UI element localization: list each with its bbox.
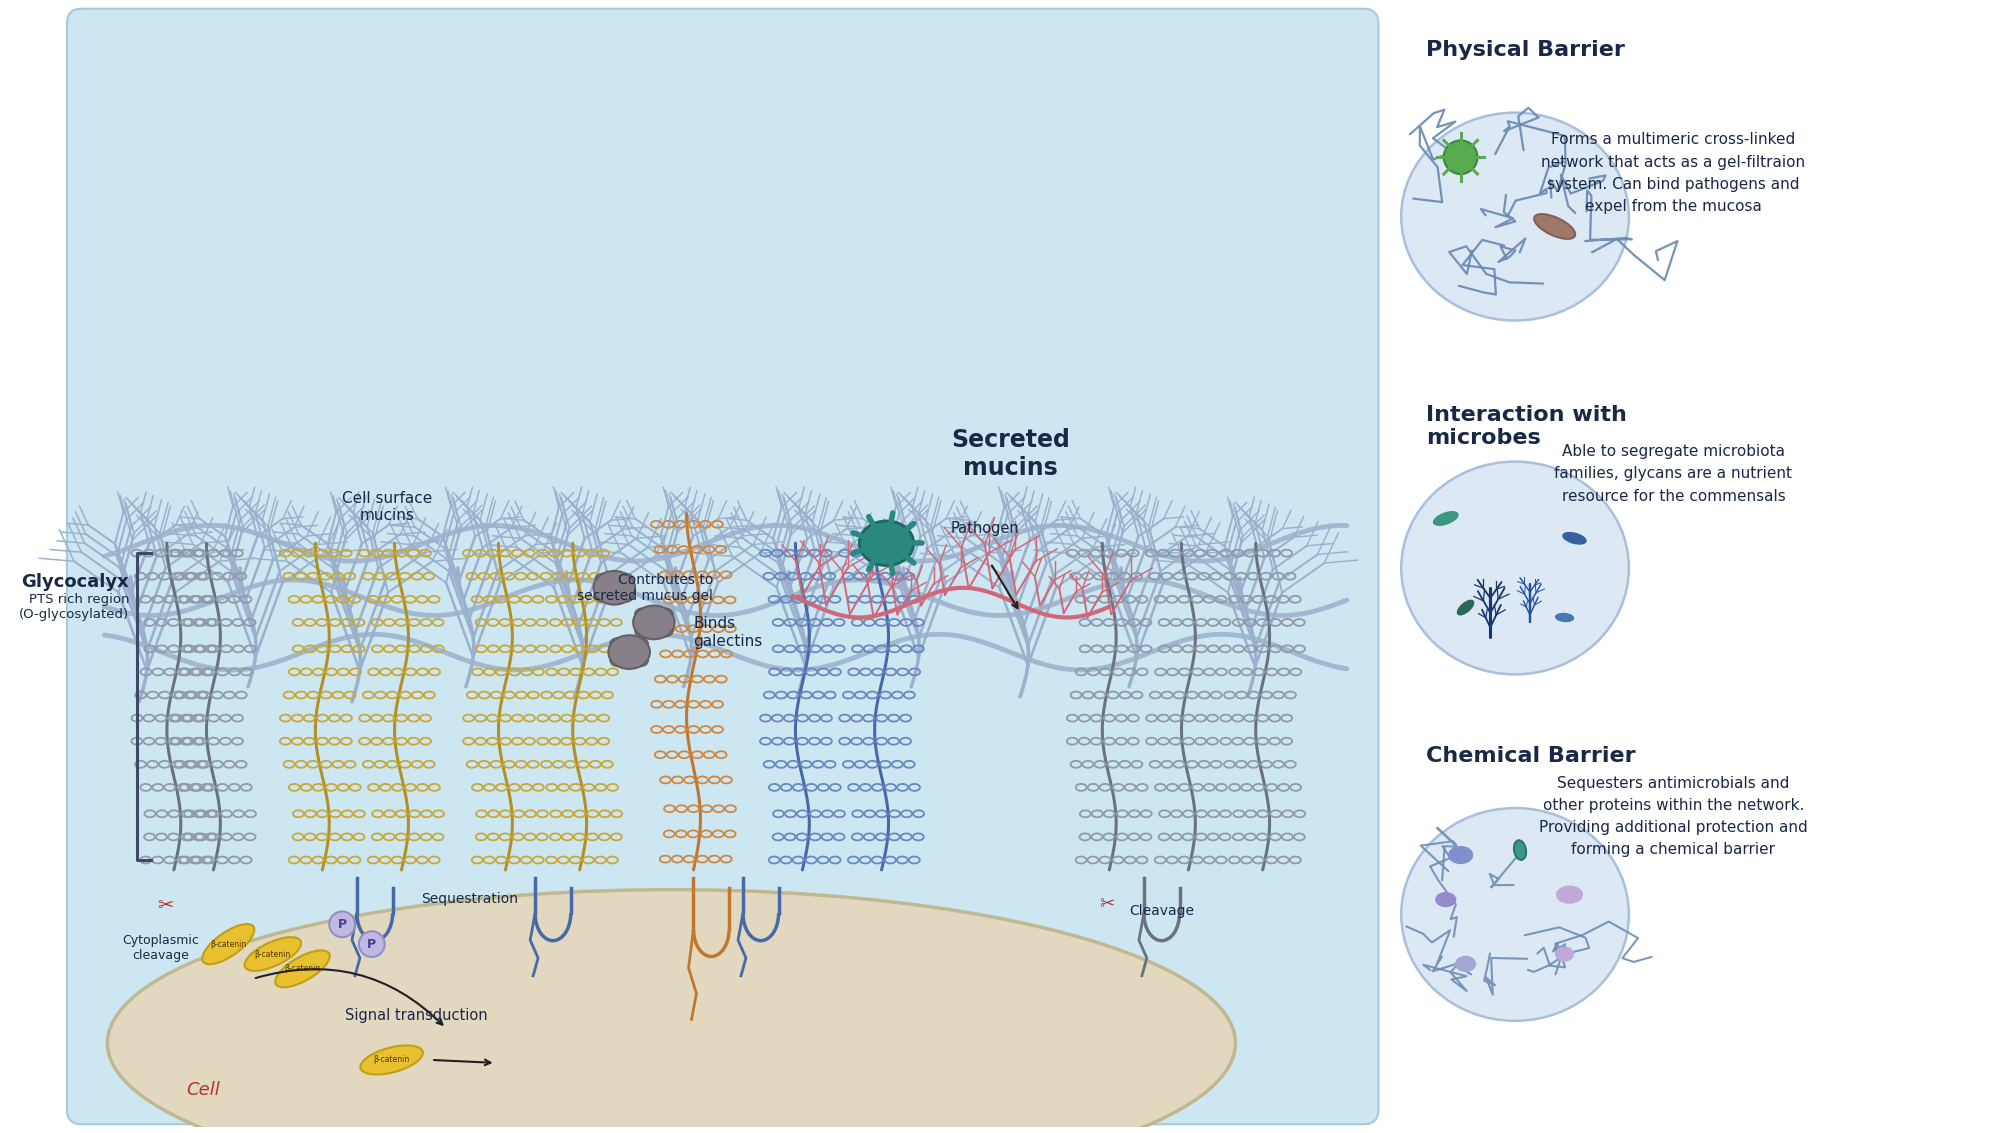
Ellipse shape xyxy=(610,655,626,666)
Ellipse shape xyxy=(1555,613,1573,622)
Text: P: P xyxy=(337,918,347,931)
Ellipse shape xyxy=(594,573,610,586)
Ellipse shape xyxy=(359,1046,423,1074)
Ellipse shape xyxy=(634,608,650,620)
Text: PTS rich region
(O-glycosylated): PTS rich region (O-glycosylated) xyxy=(20,593,128,621)
Text: Sequestration: Sequestration xyxy=(421,892,518,905)
Ellipse shape xyxy=(656,608,672,620)
Ellipse shape xyxy=(859,521,913,565)
Text: Pathogen: Pathogen xyxy=(951,521,1020,536)
Ellipse shape xyxy=(1513,841,1525,860)
Ellipse shape xyxy=(1561,533,1586,544)
Text: Interaction with
microbes: Interaction with microbes xyxy=(1425,404,1626,448)
Text: Binds
galectins: Binds galectins xyxy=(692,616,763,648)
Text: Signal transduction: Signal transduction xyxy=(345,1008,488,1023)
Text: β-catenin: β-catenin xyxy=(255,949,291,959)
Ellipse shape xyxy=(1401,461,1628,674)
Text: Cell surface
mucins: Cell surface mucins xyxy=(341,491,432,523)
Text: Able to segregate microbiota
families, glycans are a nutrient
resource for the c: Able to segregate microbiota families, g… xyxy=(1553,444,1792,504)
Text: Contrbutes to
secreted mucus gel: Contrbutes to secreted mucus gel xyxy=(578,573,712,603)
Text: β-catenin: β-catenin xyxy=(211,939,247,948)
FancyBboxPatch shape xyxy=(66,9,1377,1124)
Ellipse shape xyxy=(1555,886,1582,903)
Ellipse shape xyxy=(1433,512,1457,526)
Circle shape xyxy=(329,911,355,937)
Circle shape xyxy=(359,931,385,957)
Ellipse shape xyxy=(632,606,674,639)
Ellipse shape xyxy=(1401,808,1628,1021)
Text: Glycocalyx: Glycocalyx xyxy=(22,573,128,591)
Circle shape xyxy=(1443,140,1477,174)
Text: Forms a multimeric cross-linked
network that acts as a gel-filtraion
system. Can: Forms a multimeric cross-linked network … xyxy=(1541,133,1804,214)
Ellipse shape xyxy=(632,655,648,666)
Text: Secreted
mucins: Secreted mucins xyxy=(951,428,1070,480)
Ellipse shape xyxy=(245,937,301,971)
Ellipse shape xyxy=(594,571,634,605)
Ellipse shape xyxy=(594,590,610,602)
Ellipse shape xyxy=(618,573,632,586)
Text: Cleavage: Cleavage xyxy=(1128,904,1194,919)
Text: Sequesters antimicrobials and
other proteins within the network.
Providing addit: Sequesters antimicrobials and other prot… xyxy=(1537,776,1806,858)
Text: Cell: Cell xyxy=(187,1081,221,1099)
Ellipse shape xyxy=(1447,846,1471,863)
Text: ✂: ✂ xyxy=(1098,895,1114,913)
Text: Physical Barrier: Physical Barrier xyxy=(1425,41,1624,60)
Ellipse shape xyxy=(1435,893,1455,906)
Ellipse shape xyxy=(275,951,329,987)
Text: β-catenin: β-catenin xyxy=(285,964,321,973)
Ellipse shape xyxy=(1533,214,1573,239)
Ellipse shape xyxy=(106,889,1234,1133)
Ellipse shape xyxy=(1555,947,1573,961)
Text: Chemical Barrier: Chemical Barrier xyxy=(1425,747,1636,766)
Ellipse shape xyxy=(632,638,648,649)
Ellipse shape xyxy=(1457,600,1473,615)
Text: β-catenin: β-catenin xyxy=(373,1056,409,1064)
Ellipse shape xyxy=(634,625,650,637)
Ellipse shape xyxy=(1401,112,1628,321)
Ellipse shape xyxy=(1455,956,1475,971)
Ellipse shape xyxy=(608,636,650,668)
Ellipse shape xyxy=(610,638,626,649)
Ellipse shape xyxy=(203,925,255,964)
Text: Cytoplasmic
cleavage: Cytoplasmic cleavage xyxy=(122,935,199,962)
Text: ✂: ✂ xyxy=(157,896,173,915)
Text: P: P xyxy=(367,938,375,951)
Ellipse shape xyxy=(618,590,632,602)
Ellipse shape xyxy=(656,625,672,637)
